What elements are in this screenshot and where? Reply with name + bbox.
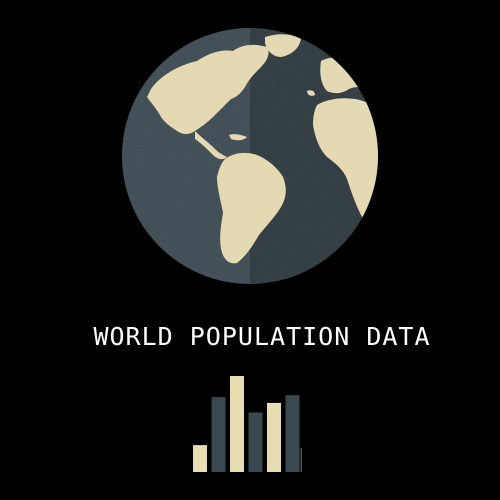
bar-graphic-bar xyxy=(230,376,244,472)
bar-graphic-bar xyxy=(211,397,226,472)
bar-graphic-bar xyxy=(267,402,281,472)
globe-icon xyxy=(121,27,379,285)
bar-graphic-tick xyxy=(300,448,302,472)
bar-graphic-bar xyxy=(248,412,263,472)
bar-chart-icon xyxy=(190,370,310,475)
bar-graphic-bar xyxy=(193,445,207,472)
bar-graphic-bar xyxy=(285,395,300,472)
page-title: WORLD POPULATION DATA xyxy=(93,322,431,351)
